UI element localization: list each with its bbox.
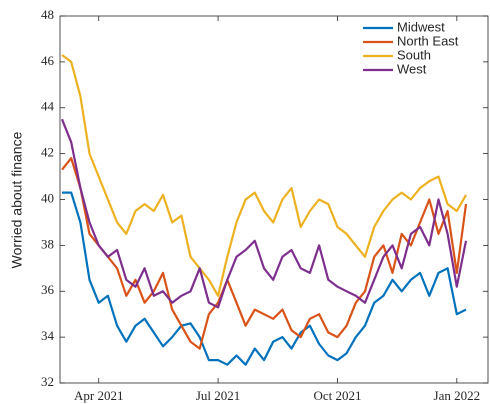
y-tick-label: 46 — [41, 53, 55, 68]
series-line — [61, 54, 467, 297]
series-line — [61, 157, 468, 350]
x-tick-label: Oct 2021 — [313, 388, 361, 403]
y-tick-label: 40 — [41, 190, 54, 205]
x-tick-label: Jan 2022 — [434, 388, 481, 403]
legend-label: North East — [397, 33, 459, 48]
legend-label: South — [397, 47, 431, 62]
legend-label: West — [397, 61, 427, 76]
y-tick-label: 36 — [41, 282, 55, 297]
y-axis-label: Worried about finance — [9, 131, 25, 268]
x-tick-label: Apr 2021 — [74, 388, 123, 403]
y-tick-label: 38 — [41, 236, 54, 251]
y-tick-label: 32 — [41, 374, 54, 389]
y-tick-label: 42 — [41, 145, 54, 160]
series-line — [62, 191, 467, 366]
series-line — [60, 118, 468, 309]
legend-label: Midwest — [397, 19, 445, 34]
x-tick-label: Jul 2021 — [196, 388, 240, 403]
y-tick-label: 44 — [41, 99, 55, 114]
y-tick-label: 48 — [41, 7, 54, 22]
y-tick-label: 34 — [41, 328, 55, 343]
